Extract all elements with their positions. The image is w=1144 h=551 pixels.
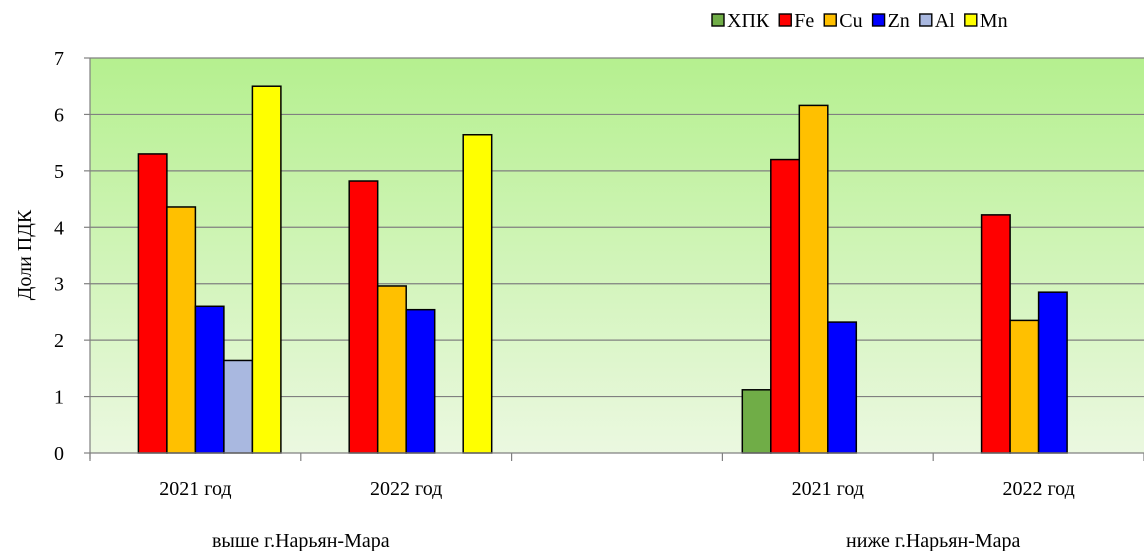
y-axis-title: Доли ПДК <box>14 209 36 300</box>
y-tick-label: 1 <box>54 387 64 409</box>
bar-mn <box>251 85 282 454</box>
legend-swatch-mn <box>964 13 978 27</box>
x-tick-label: 2021 год <box>792 478 864 500</box>
legend-label-хпк: ХПК <box>727 10 770 32</box>
legend-swatch-cu <box>823 13 837 27</box>
bar-хпк <box>741 389 772 454</box>
bar-al <box>223 359 254 454</box>
legend-swatch-хпк <box>711 13 725 27</box>
bar-zn <box>194 305 225 454</box>
bar-mn <box>462 133 493 454</box>
bar-cu <box>166 206 197 454</box>
x-group-label: выше г.Нарьян-Мара <box>212 530 390 551</box>
bar-zn <box>1037 291 1068 454</box>
legend-label-mn: Mn <box>980 10 1008 32</box>
legend-swatch-zn <box>871 13 886 27</box>
legend-label-al: Al <box>935 10 955 32</box>
y-tick-label: 2 <box>54 330 64 352</box>
x-tick-label: 2022 год <box>1002 478 1074 500</box>
bar-zn <box>405 308 436 454</box>
y-tick-label: 6 <box>54 104 64 126</box>
bar-cu <box>798 104 829 454</box>
y-tick-label: 7 <box>54 48 64 70</box>
legend-swatch-al <box>919 13 933 27</box>
y-tick-label: 3 <box>54 274 64 296</box>
axes <box>84 57 1144 461</box>
bar-fe <box>980 214 1011 454</box>
legend-label-fe: Fe <box>794 10 814 32</box>
y-tick-label: 4 <box>54 217 64 239</box>
bar-cu <box>376 285 407 454</box>
bar-fe <box>137 153 168 454</box>
bar-fe <box>770 158 801 454</box>
bar-zn <box>827 321 858 454</box>
legend: ХПК Fe Cu Zn Al Mn <box>711 10 1008 32</box>
tick-labels: 0 1 2 3 4 5 6 7 2021 год 2022 год 2021 год 2022 год… <box>54 48 1075 551</box>
x-group-label: ниже г.Нарьян-Мара <box>846 530 1020 551</box>
x-tick-label: 2022 год <box>370 478 442 500</box>
x-tick-label: 2021 год <box>159 478 231 500</box>
y-tick-label: 0 <box>54 443 64 465</box>
y-tick-label: 5 <box>54 161 64 183</box>
legend-label-cu: Cu <box>839 10 862 32</box>
legend-swatch-fe <box>778 13 792 27</box>
legend-label-zn: Zn <box>888 10 910 32</box>
bar-fe <box>348 180 379 454</box>
bar-cu <box>1009 319 1040 454</box>
